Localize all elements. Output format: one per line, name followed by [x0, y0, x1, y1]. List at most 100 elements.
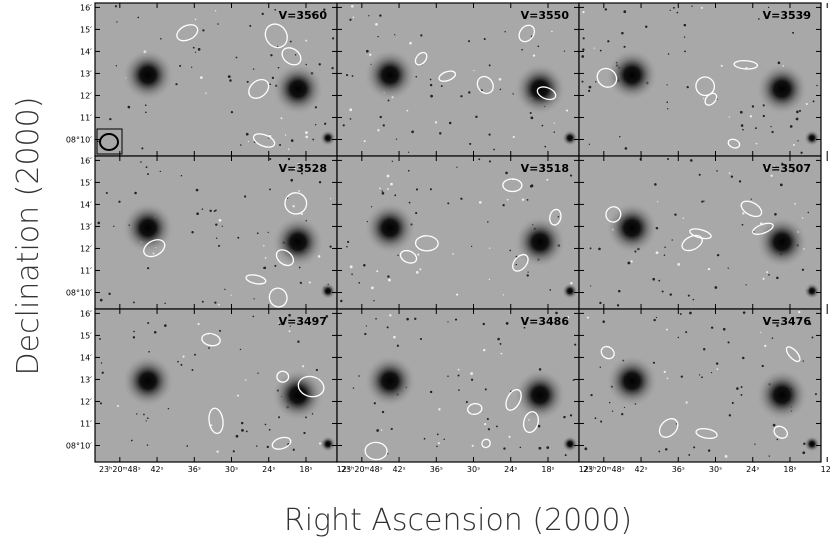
galaxy — [272, 369, 324, 421]
noise-dot — [702, 348, 706, 351]
noise-dot — [607, 40, 610, 43]
noise-dot — [590, 394, 593, 397]
noise-dot — [499, 88, 502, 91]
noise-dot — [465, 400, 468, 404]
noise-dot — [252, 68, 255, 70]
noise-dot — [623, 10, 627, 14]
noise-dot — [349, 265, 353, 269]
noise-dot — [789, 125, 793, 128]
noise-dot — [423, 437, 426, 440]
noise-dot — [311, 13, 314, 15]
noise-dot — [685, 331, 688, 334]
panel-label: V=3539 — [763, 9, 811, 22]
noise-dot — [230, 110, 234, 114]
galaxy — [122, 202, 174, 254]
noise-dot — [792, 143, 795, 146]
noise-dot — [658, 450, 661, 453]
noise-dot — [118, 200, 121, 203]
noise-dot — [773, 165, 776, 168]
noise-dot — [677, 336, 680, 339]
noise-dot — [148, 350, 150, 353]
noise-dot — [526, 198, 529, 201]
contour — [271, 436, 292, 450]
noise-dot — [683, 23, 687, 27]
noise-dot — [663, 370, 666, 374]
noise-dot — [298, 189, 300, 192]
noise-dot — [277, 66, 280, 69]
noise-dot — [245, 430, 248, 433]
contour — [438, 70, 457, 82]
noise-dot — [205, 92, 207, 94]
galaxy — [364, 202, 416, 254]
noise-dot — [288, 313, 291, 317]
noise-dot — [417, 253, 420, 256]
noise-dot — [194, 18, 197, 21]
noise-dot — [141, 147, 144, 150]
noise-dot — [742, 128, 744, 131]
noise-dot — [458, 389, 460, 391]
noise-dot — [722, 327, 726, 331]
noise-dot — [443, 438, 445, 441]
noise-dot — [730, 175, 734, 178]
contour — [505, 388, 522, 411]
contour — [252, 133, 276, 148]
galaxy — [272, 216, 324, 268]
noise-dot — [407, 169, 410, 172]
noise-dot — [215, 223, 218, 226]
noise-dot — [766, 271, 769, 274]
noise-dot — [807, 211, 810, 214]
x-tick-label: 12ˢ — [821, 465, 830, 474]
noise-dot — [256, 445, 258, 447]
noise-dot — [727, 341, 730, 344]
noise-dot — [114, 5, 118, 8]
x-tick-label: 23ʰ20ᵐ48ˢ — [341, 465, 383, 474]
noise-dot — [371, 286, 374, 290]
noise-dot — [741, 223, 744, 226]
contour — [681, 234, 703, 252]
noise-dot — [377, 129, 380, 132]
noise-dot — [587, 89, 591, 93]
noise-dot — [241, 429, 244, 432]
noise-dot — [379, 115, 382, 119]
noise-dot — [263, 244, 265, 247]
noise-dot — [147, 322, 150, 324]
contour — [248, 78, 270, 99]
noise-dot — [430, 94, 433, 98]
x-tick-label: 24ˢ — [504, 465, 517, 474]
galaxy — [562, 283, 578, 299]
y-tick-label: 16′ — [80, 309, 92, 318]
noise-dot — [395, 138, 398, 140]
noise-dot — [376, 270, 379, 273]
noise-dot — [801, 217, 804, 219]
panel: V=3476 23ʰ20ᵐ48ˢ 42ˢ 36ˢ 30ˢ 24ˢ 18ˢ 12ˢ — [578, 308, 830, 474]
noise-dot — [269, 157, 272, 161]
noise-dot — [767, 6, 770, 9]
noise-dot — [145, 166, 148, 169]
noise-dot — [323, 8, 326, 11]
noise-dot — [415, 270, 419, 274]
noise-dot — [268, 137, 270, 139]
noise-dot — [483, 37, 486, 41]
noise-dot — [377, 35, 379, 38]
noise-dot — [375, 23, 378, 26]
beam — [99, 133, 119, 151]
noise-dot — [214, 301, 217, 304]
noise-dot — [215, 209, 217, 212]
noise-dot — [153, 330, 157, 334]
noise-dot — [770, 125, 772, 128]
contour — [518, 24, 536, 43]
noise-dot — [588, 85, 592, 89]
noise-dot — [594, 417, 597, 420]
noise-dot — [512, 135, 515, 139]
noise-dot — [716, 170, 718, 172]
noise-dot — [414, 317, 417, 321]
noise-dot — [394, 34, 396, 36]
noise-dot — [274, 8, 277, 11]
x-tick-label: 42ˢ — [392, 465, 405, 474]
noise-dot — [180, 363, 183, 366]
noise-dot — [300, 172, 303, 175]
noise-dot — [349, 108, 353, 112]
noise-dot — [475, 115, 478, 119]
noise-dot — [363, 264, 366, 267]
noise-dot — [290, 139, 294, 142]
